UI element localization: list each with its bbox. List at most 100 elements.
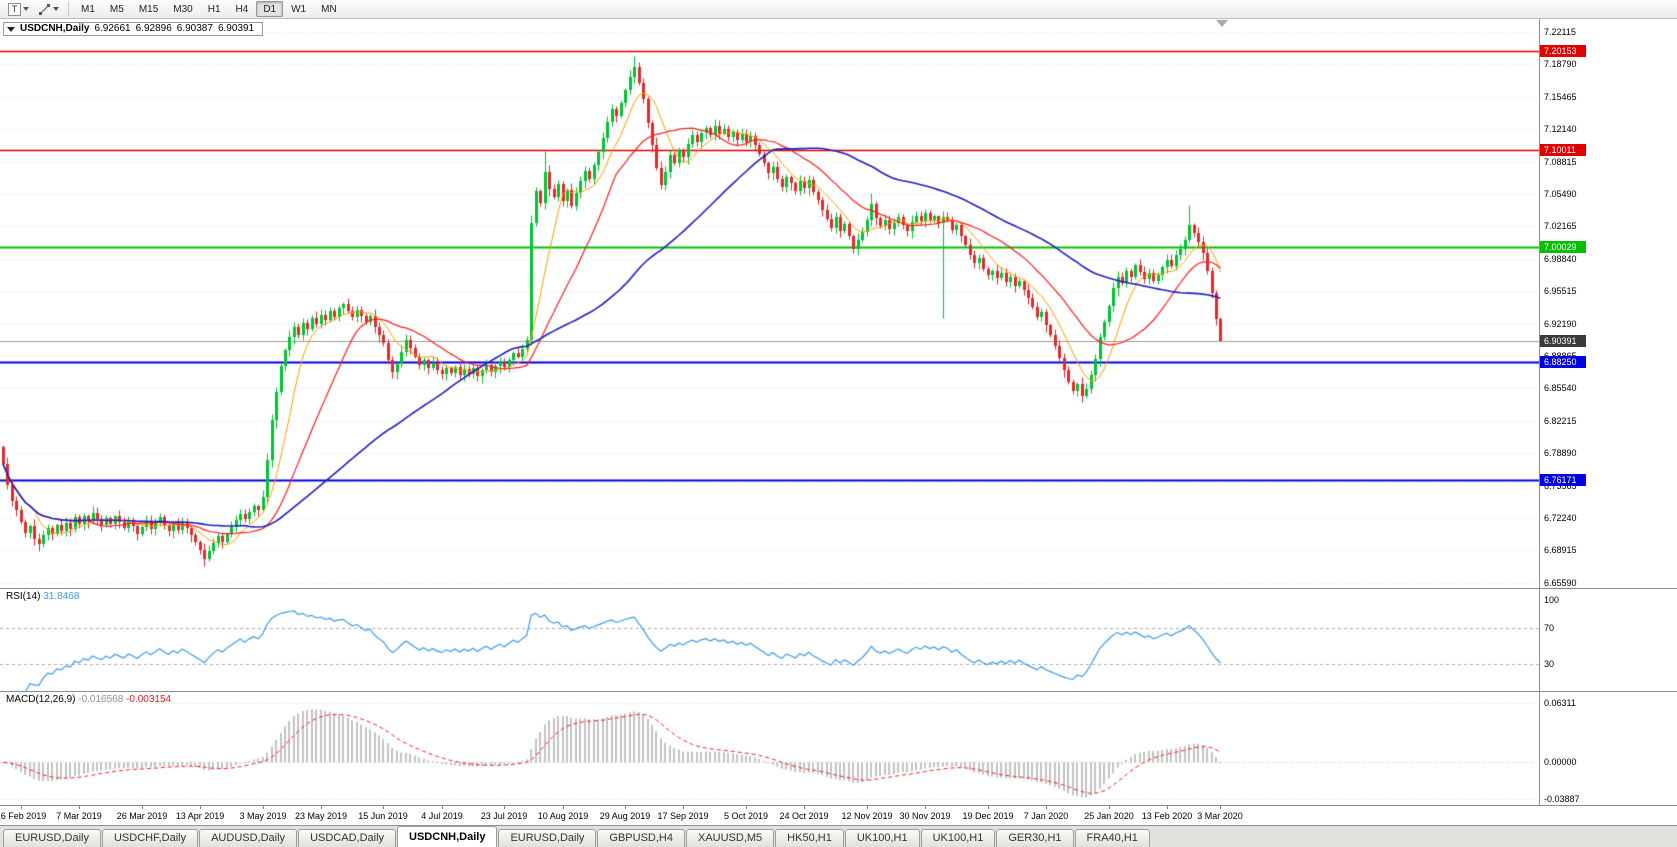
rsi-value: 31.8468 bbox=[43, 591, 80, 602]
chart-tab-uk100-h1[interactable]: UK100,H1 bbox=[920, 829, 996, 847]
chart-tab-gbpusd-h4[interactable]: GBPUSD,H4 bbox=[597, 829, 685, 847]
chevron-down-icon bbox=[53, 7, 59, 11]
date-axis-tick bbox=[867, 806, 868, 809]
ohlc-close-value: 6.90391 bbox=[217, 23, 255, 34]
ohlc-low-value: 6.90387 bbox=[176, 23, 213, 34]
chart-tab-fra40-h1[interactable]: FRA40,H1 bbox=[1074, 829, 1150, 847]
chart-tabs-bar: EURUSD,Daily USDCHF,Daily AUDUSD,Daily USDC… bbox=[0, 825, 1677, 847]
date-axis-label: 26 Mar 2019 bbox=[116, 811, 168, 821]
price-axis-tick-label: 7.02165 bbox=[1544, 221, 1577, 232]
price-level-tag: 7.00029 bbox=[1540, 241, 1586, 254]
toolbar-separator bbox=[68, 2, 69, 16]
chart-shift-marker[interactable] bbox=[1216, 20, 1228, 27]
date-axis-tick bbox=[383, 806, 384, 809]
chart-tab-ger30-h1[interactable]: GER30,H1 bbox=[996, 829, 1074, 847]
pane-separator-macd-dates bbox=[0, 805, 1677, 806]
price-axis-tick-label: 7.18790 bbox=[1544, 59, 1577, 70]
timeframe-button-m1[interactable]: M1 bbox=[74, 1, 102, 17]
date-axis-tick bbox=[442, 806, 443, 809]
date-axis-label: 24 Oct 2019 bbox=[779, 811, 829, 821]
timeframe-button-w1[interactable]: W1 bbox=[284, 1, 313, 17]
chart-tab-usdchf-daily[interactable]: USDCHF,Daily bbox=[101, 829, 199, 847]
chart-tab-usdcad-daily[interactable]: USDCAD,Daily bbox=[298, 829, 397, 847]
chart-symbol-label: USDCNH,Daily bbox=[20, 23, 90, 34]
pane-separator-main-rsi[interactable] bbox=[0, 588, 1677, 589]
timeframe-button-mn[interactable]: MN bbox=[314, 1, 344, 17]
chart-tab-eurusd-daily[interactable]: EURUSD,Daily bbox=[498, 829, 597, 847]
chart-tab-xauusd-m5[interactable]: XAUUSD,M5 bbox=[685, 829, 775, 847]
date-axis-tick bbox=[563, 806, 564, 809]
date-axis-tick bbox=[1109, 806, 1110, 809]
date-axis-label: 19 Dec 2019 bbox=[962, 811, 1014, 821]
chart-title-bar: USDCNH,Daily 6.92661 6.92896 6.90387 6.9… bbox=[3, 22, 264, 36]
top-toolbar: T M1 M5 M15 M30 H1 H4 D1 W1 MN bbox=[0, 0, 1677, 19]
chart-tab-hk50-h1[interactable]: HK50,H1 bbox=[775, 829, 844, 847]
timeframe-button-m30[interactable]: M30 bbox=[166, 1, 199, 17]
price-axis-tick-label: 6.65590 bbox=[1544, 577, 1577, 588]
timeframes-group: M1 M5 M15 M30 H1 H4 D1 W1 MN bbox=[74, 1, 344, 17]
chart-tab-audusd-daily[interactable]: AUDUSD,Daily bbox=[199, 829, 298, 847]
price-level-tag: 7.10011 bbox=[1540, 143, 1586, 156]
date-axis-label: 7 Mar 2019 bbox=[56, 811, 102, 821]
price-axis-tick-label: 7.22115 bbox=[1544, 27, 1576, 37]
rsi-title: RSI(14) bbox=[6, 591, 41, 602]
date-axis-tick bbox=[746, 806, 747, 809]
timeframe-button-d1[interactable]: D1 bbox=[256, 1, 284, 17]
pane-separator-rsi-macd[interactable] bbox=[0, 691, 1677, 692]
date-axis-label: 17 Sep 2019 bbox=[657, 811, 709, 821]
date-axis-label: 7 Jan 2020 bbox=[1023, 811, 1069, 821]
price-axis-tick-label: 7.12140 bbox=[1544, 124, 1577, 135]
price-level-tag: 7.20153 bbox=[1540, 45, 1586, 58]
rsi-axis-label: 70 bbox=[1544, 622, 1555, 633]
price-chart-canvas[interactable] bbox=[0, 19, 1540, 806]
rsi-indicator-label: RSI(14) 31.8468 bbox=[6, 591, 79, 602]
collapse-triangle-icon[interactable] bbox=[7, 26, 15, 32]
date-axis-label: 13 Apr 2019 bbox=[175, 811, 225, 821]
timeframe-button-h4[interactable]: H4 bbox=[229, 1, 256, 17]
objects-tool-button[interactable] bbox=[34, 1, 63, 17]
price-level-tag: 6.88250 bbox=[1540, 356, 1586, 369]
chart-tab-eurusd-daily[interactable]: EURUSD,Daily bbox=[3, 829, 101, 847]
timeframe-button-h1[interactable]: H1 bbox=[201, 1, 228, 17]
price-axis-tick-label: 7.05490 bbox=[1544, 189, 1577, 200]
pointer-tool-button[interactable]: T bbox=[4, 1, 33, 17]
date-axis-tick bbox=[142, 806, 143, 809]
date-axis-label: 30 Nov 2019 bbox=[899, 811, 951, 821]
date-axis-tick bbox=[504, 806, 505, 809]
date-axis-tick bbox=[804, 806, 805, 809]
date-axis-tick bbox=[200, 806, 201, 809]
date-axis-tick bbox=[925, 806, 926, 809]
price-axis-separator[interactable] bbox=[1539, 19, 1540, 806]
date-axis-tick bbox=[263, 806, 264, 809]
date-axis-tick bbox=[625, 806, 626, 809]
date-axis-label: 13 Feb 2020 bbox=[1141, 811, 1193, 821]
chart-tab-usdcnh-daily[interactable]: USDCNH,Daily bbox=[397, 826, 498, 847]
date-axis-label: 5 Oct 2019 bbox=[723, 811, 769, 821]
chevron-down-icon bbox=[23, 7, 29, 11]
timeframe-button-m15[interactable]: M15 bbox=[132, 1, 165, 17]
ohlc-open-value: 6.92661 bbox=[94, 23, 131, 34]
macd-axis-label: 0.00000 bbox=[1544, 757, 1577, 768]
date-axis-label: 4 Jul 2019 bbox=[421, 811, 463, 821]
date-axis-tick bbox=[321, 806, 322, 809]
date-axis-label: 29 Aug 2019 bbox=[599, 811, 651, 821]
ohlc-high-value: 6.92896 bbox=[135, 23, 172, 34]
price-axis-tick-label: 6.98840 bbox=[1544, 253, 1577, 264]
date-axis-label: 25 Jan 2020 bbox=[1084, 811, 1134, 821]
macd-title: MACD(12,26,9) bbox=[6, 694, 76, 705]
chart-tab-uk100-h1[interactable]: UK100,H1 bbox=[844, 829, 920, 847]
date-axis-label: 15 Jun 2019 bbox=[358, 811, 408, 821]
timeframe-button-m5[interactable]: M5 bbox=[103, 1, 131, 17]
date-axis-tick bbox=[1046, 806, 1047, 809]
date-axis-label: 10 Aug 2019 bbox=[537, 811, 589, 821]
date-axis-tick bbox=[1220, 806, 1221, 809]
date-axis-tick bbox=[1167, 806, 1168, 809]
trendline-icon bbox=[39, 3, 50, 15]
price-axis-tick-label: 7.15465 bbox=[1544, 91, 1577, 102]
price-axis-tick-label: 6.78890 bbox=[1544, 448, 1577, 459]
date-axis-label: 23 May 2019 bbox=[294, 811, 348, 821]
price-axis-tick-label: 6.68915 bbox=[1544, 545, 1577, 556]
macd-indicator-label: MACD(12,26,9) -0.016568 -0.003154 bbox=[6, 694, 171, 705]
current-price-tag: 6.90391 bbox=[1540, 335, 1586, 348]
date-axis-label: 3 May 2019 bbox=[239, 811, 287, 821]
